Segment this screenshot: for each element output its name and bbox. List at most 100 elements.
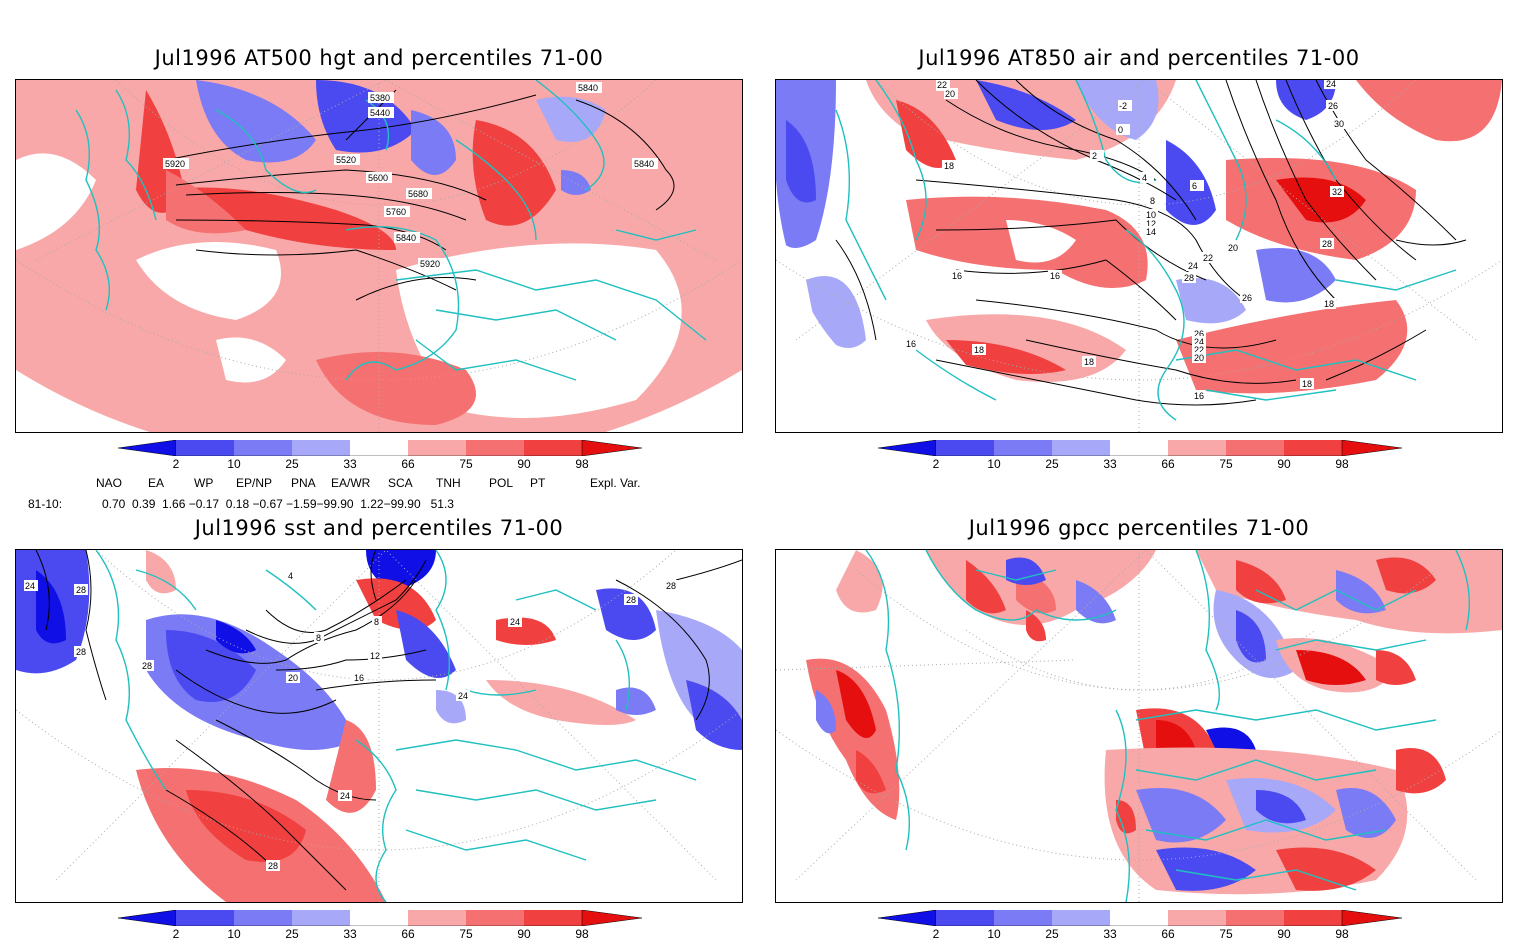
colorbar-tick: 98 (575, 457, 589, 471)
index-row-label: 81-10: (28, 497, 63, 511)
svg-text:18: 18 (944, 161, 954, 171)
colorbar-tick: 25 (1045, 927, 1059, 941)
map-hgt: 5840 5380 5440 5520 5920 5600 5680 5760 … (16, 80, 742, 432)
colorbar-tick: 66 (1161, 457, 1175, 471)
svg-text:26: 26 (1194, 329, 1204, 339)
svg-text:28: 28 (626, 595, 636, 605)
svg-text:26: 26 (1242, 293, 1252, 303)
index-header-wp: WP (194, 476, 214, 490)
colorbar-air: 2 10 25 33 66 75 90 98 (878, 440, 1438, 480)
svg-text:6: 6 (1192, 181, 1197, 191)
svg-text:14: 14 (1146, 227, 1156, 237)
svg-text:5600: 5600 (368, 173, 388, 183)
map-gpcc (776, 550, 1502, 902)
index-header-pol: POL (489, 476, 514, 490)
svg-text:32: 32 (1332, 187, 1342, 197)
svg-text:24: 24 (510, 617, 520, 627)
svg-text:28: 28 (666, 581, 676, 591)
map-air: 22 20 -2 0 2 4 6 8 10 12 14 18 16 18 16 … (776, 80, 1502, 432)
colorbar-tick: 10 (227, 457, 241, 471)
svg-text:28: 28 (1184, 273, 1194, 283)
colorbar-tick: 25 (285, 927, 299, 941)
svg-text:22: 22 (1194, 345, 1204, 355)
svg-text:22: 22 (1203, 253, 1213, 263)
svg-text:5840: 5840 (396, 233, 416, 243)
svg-text:5920: 5920 (420, 259, 440, 269)
index-header-pt: PT (530, 476, 546, 490)
svg-text:30: 30 (1334, 119, 1344, 129)
colorbar-tick: 98 (1335, 927, 1349, 941)
svg-text:5920: 5920 (165, 159, 185, 169)
svg-text:5840: 5840 (634, 159, 654, 169)
colorbar-tick: 90 (1277, 457, 1291, 471)
svg-text:0: 0 (1118, 125, 1123, 135)
colorbar-tick: 75 (459, 457, 473, 471)
colorbar-sst-swatches (118, 910, 643, 926)
svg-text:18: 18 (974, 345, 984, 355)
svg-text:20: 20 (945, 89, 955, 99)
colorbar-gpcc: 2 10 25 33 66 75 90 98 (878, 910, 1438, 950)
index-header-epnp: EP/NP (236, 476, 273, 490)
svg-text:-2: -2 (1119, 101, 1127, 111)
colorbar-gpcc-swatches (878, 910, 1403, 926)
colorbar-tick: 10 (987, 927, 1001, 941)
svg-text:24: 24 (1188, 261, 1198, 271)
colorbar-air-swatches (878, 440, 1403, 456)
svg-text:16: 16 (906, 339, 916, 349)
svg-text:28: 28 (268, 861, 278, 871)
contour-labels-hgt: 5840 5380 5440 5520 5920 5600 5680 5760 … (163, 82, 658, 269)
svg-text:28: 28 (76, 647, 86, 657)
colorbar-tick: 25 (285, 457, 299, 471)
index-row-values: 0.70 0.39 1.66 −0.17 0.18 −0.67 −1.59−99… (102, 497, 454, 511)
svg-text:5680: 5680 (408, 189, 428, 199)
svg-text:5760: 5760 (386, 207, 406, 217)
svg-text:28: 28 (142, 661, 152, 671)
colorbar-tick: 75 (1219, 927, 1233, 941)
svg-text:8: 8 (374, 617, 379, 627)
svg-text:5440: 5440 (370, 108, 390, 118)
index-header-pna: PNA (291, 476, 316, 490)
svg-text:10: 10 (1146, 210, 1156, 220)
map-panel-gpcc (775, 549, 1503, 903)
map-sst: 24 28 28 28 4 8 12 16 20 24 24 28 28 24 … (16, 550, 742, 902)
map-panel-sst: 24 28 28 28 4 8 12 16 20 24 24 28 28 24 … (15, 549, 743, 903)
svg-text:16: 16 (952, 271, 962, 281)
map-panel-hgt: 5840 5380 5440 5520 5920 5600 5680 5760 … (15, 79, 743, 433)
svg-text:8: 8 (1150, 196, 1155, 206)
index-header-explvar: Expl. Var. (590, 476, 641, 490)
index-header-sca: SCA (388, 476, 413, 490)
svg-text:18: 18 (1324, 299, 1334, 309)
svg-text:20: 20 (1228, 243, 1238, 253)
colorbar-tick: 33 (343, 927, 357, 941)
svg-text:16: 16 (354, 673, 364, 683)
svg-text:18: 18 (1084, 357, 1094, 367)
colorbar-tick: 66 (1161, 927, 1175, 941)
svg-text:5840: 5840 (578, 83, 598, 93)
colorbar-tick: 10 (227, 927, 241, 941)
colorbar-tick: 66 (401, 457, 415, 471)
svg-text:5380: 5380 (370, 93, 390, 103)
svg-text:24: 24 (1194, 337, 1204, 347)
svg-text:2: 2 (1092, 151, 1097, 161)
svg-text:24: 24 (458, 691, 468, 701)
svg-text:4: 4 (1142, 173, 1147, 183)
svg-text:16: 16 (1050, 271, 1060, 281)
svg-text:28: 28 (76, 585, 86, 595)
svg-text:24: 24 (1326, 80, 1336, 89)
colorbar-tick: 2 (932, 457, 940, 471)
colorbar-tick: 2 (932, 927, 940, 941)
colorbar-tick: 66 (401, 927, 415, 941)
svg-text:24: 24 (340, 791, 350, 801)
svg-text:18: 18 (1302, 379, 1312, 389)
panel-title-gpcc: Jul1996 gpcc percentiles 71-00 (968, 516, 1310, 540)
panel-title-hgt: Jul1996 AT500 hgt and percentiles 71-00 (154, 46, 604, 70)
svg-text:4: 4 (288, 571, 293, 581)
colorbar-tick: 75 (459, 927, 473, 941)
colorbar-sst: 2 10 25 33 66 75 90 98 (118, 910, 678, 950)
index-header-tnh: TNH (436, 476, 461, 490)
colorbar-tick: 90 (1277, 927, 1291, 941)
index-header-ea: EA (148, 476, 165, 490)
colorbar-tick: 2 (172, 927, 180, 941)
svg-text:16: 16 (1194, 391, 1204, 401)
panel-title-sst: Jul1996 sst and percentiles 71-00 (194, 516, 564, 540)
